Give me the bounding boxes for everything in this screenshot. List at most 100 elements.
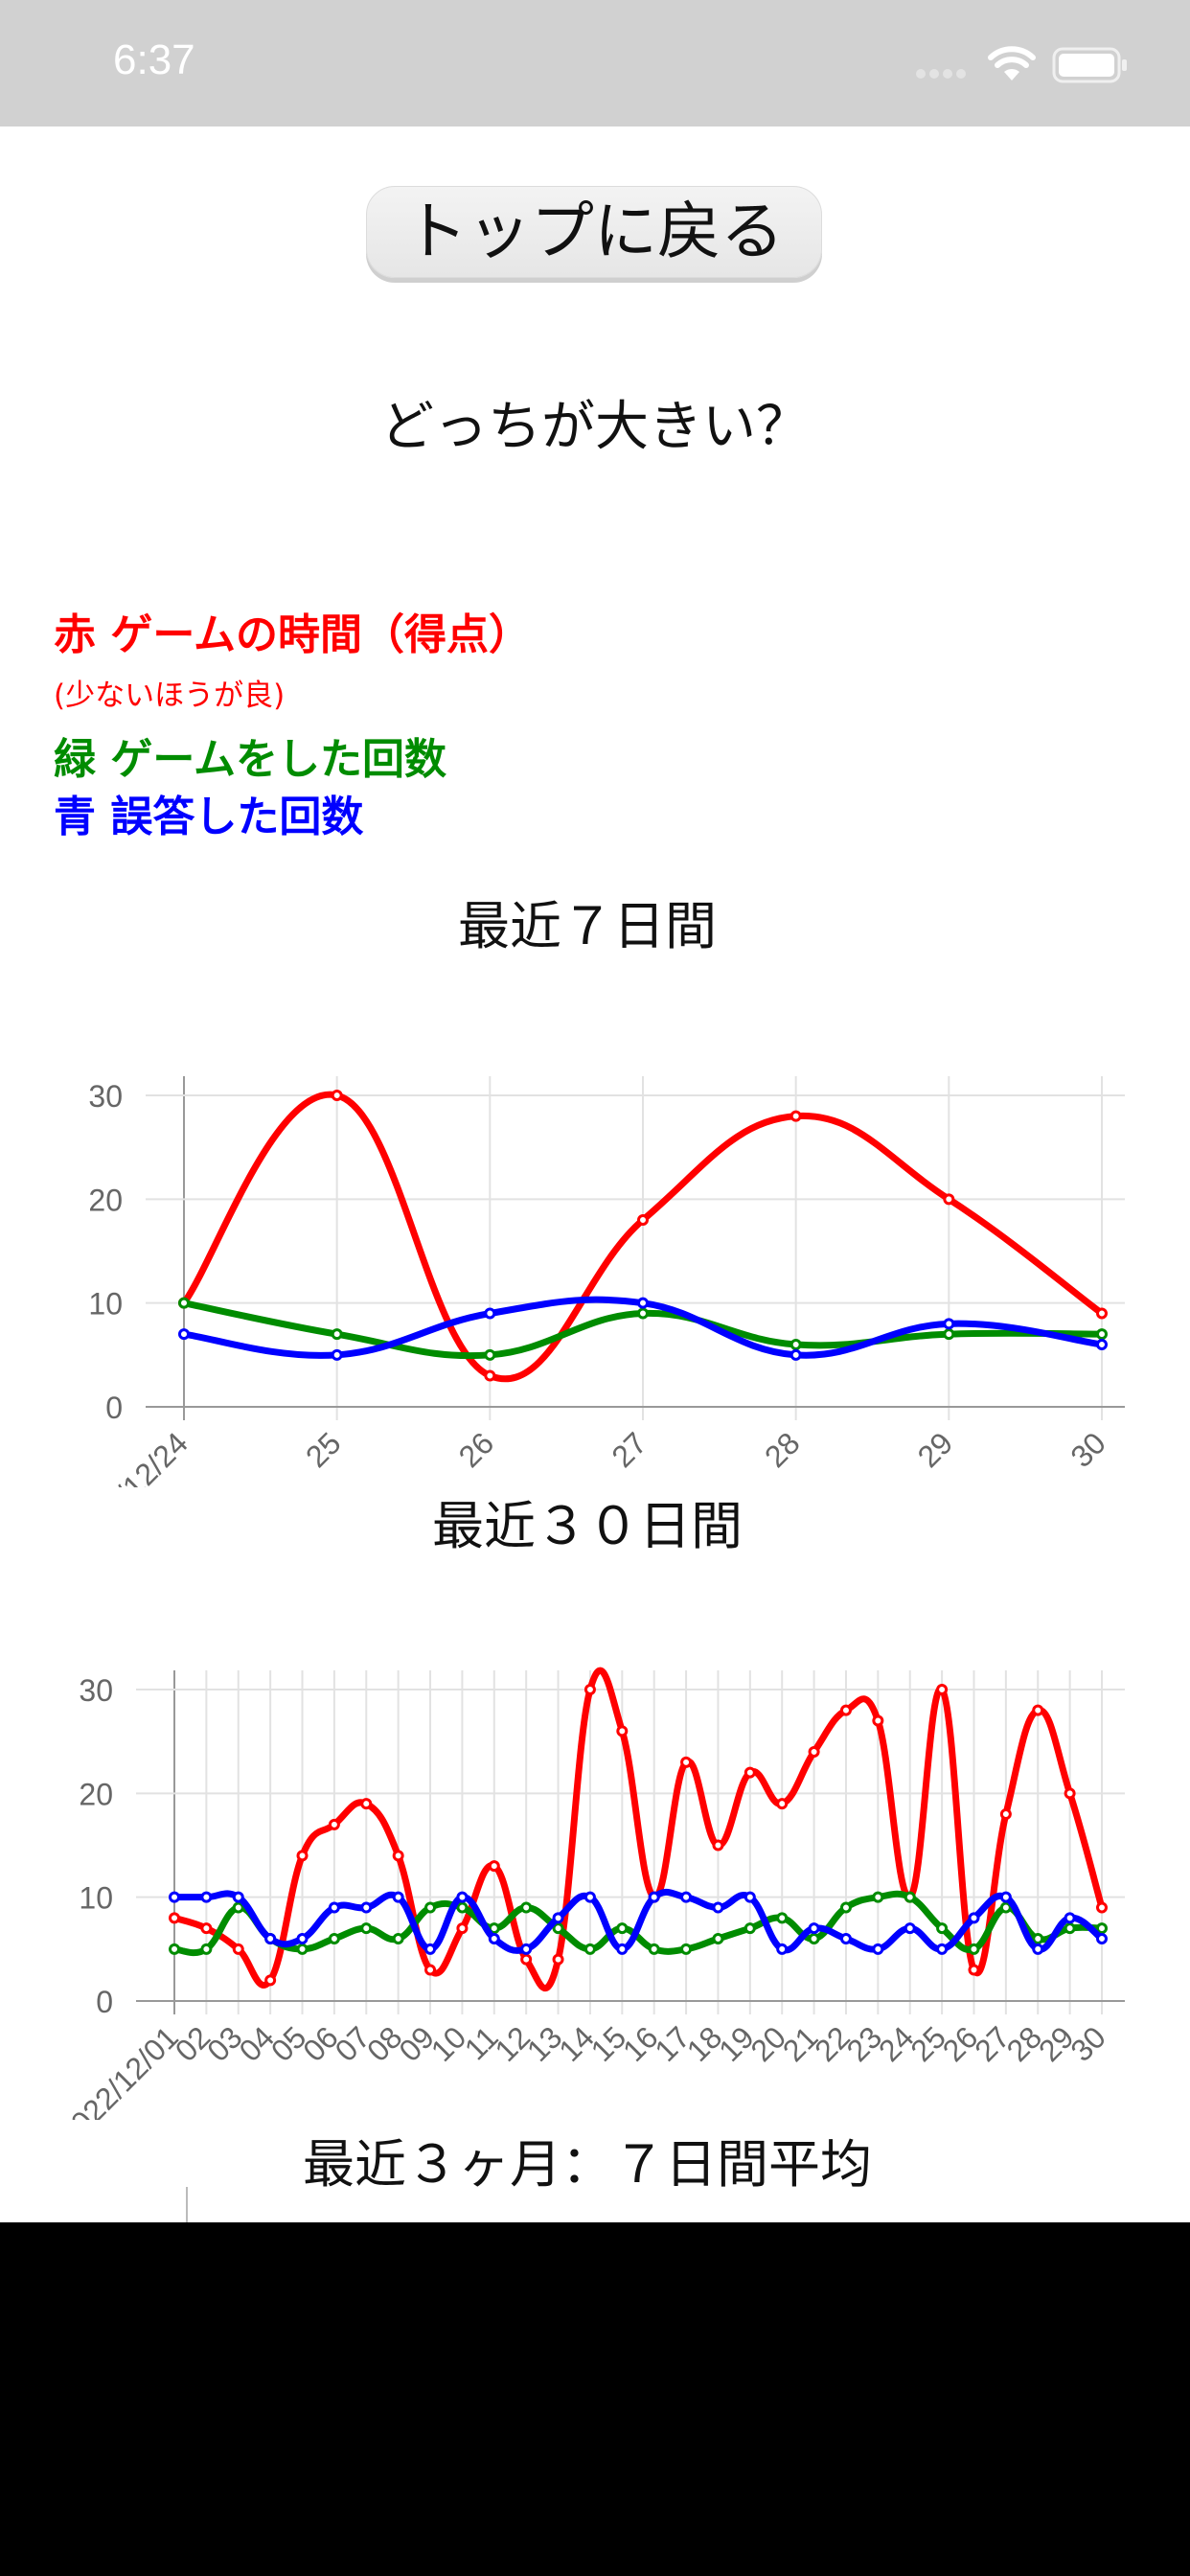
battery-icon bbox=[1052, 47, 1127, 83]
chart-30day-data-point bbox=[904, 1891, 916, 1903]
chart-30day-data-point bbox=[392, 1850, 404, 1862]
chart-30day-data-point bbox=[744, 1922, 756, 1935]
chart-30day-x-tick-label: 2022/12/01 bbox=[52, 2019, 185, 2120]
chart-7day-x-tick-label: 30 bbox=[1064, 1425, 1112, 1474]
chart-30day-data-point bbox=[232, 1943, 244, 1955]
legend-green-play-count: 緑 ゲームをした回数 bbox=[54, 735, 446, 784]
chart-7day-data-point bbox=[637, 1214, 649, 1226]
chart-30day-data-point bbox=[360, 1922, 373, 1935]
chart-30day-data-point bbox=[839, 1704, 852, 1716]
chart-30day-data-point bbox=[392, 1933, 404, 1944]
chart-30day-data-point bbox=[1032, 1933, 1044, 1944]
chart-30day-data-point bbox=[328, 1933, 340, 1944]
chart-7day-x-tick-label: 26 bbox=[452, 1425, 501, 1474]
chart-30day-data-point bbox=[520, 1943, 533, 1955]
legend-red-note: (少ないほうが良) bbox=[54, 678, 286, 713]
cellular-signal-icon bbox=[916, 69, 966, 79]
legend-red-game-time: 赤 ゲームの時間（得点） bbox=[54, 610, 531, 659]
chart-30day-data-point bbox=[360, 1798, 373, 1810]
chart-30day-data-point bbox=[424, 1964, 437, 1976]
chart-30day-data-point bbox=[999, 1891, 1012, 1903]
chart-7day-data-point bbox=[790, 1110, 802, 1122]
chart-7day-x-tick-label: 2022/12/24 bbox=[61, 1425, 195, 1487]
chart-30day-data-point bbox=[904, 1922, 916, 1935]
chart-7day-data-point bbox=[637, 1297, 649, 1309]
chart-7day-data-point bbox=[1096, 1339, 1108, 1350]
chart-30day-title: 最近３０日間 bbox=[432, 1496, 743, 1556]
chart-30day-data-point bbox=[616, 1922, 629, 1935]
chart-30day-data-point bbox=[712, 1933, 724, 1944]
chart-30day-data-point bbox=[1032, 1943, 1044, 1955]
chart-7day-data-point bbox=[484, 1348, 496, 1361]
chart-30day-data-point bbox=[456, 1891, 469, 1903]
chart-30day-data-point bbox=[424, 1943, 437, 1955]
chart-7day-data-point bbox=[790, 1348, 802, 1361]
chart-30day-data-point bbox=[936, 1684, 949, 1695]
chart-30day-data-point bbox=[200, 1891, 213, 1903]
chart-30day-data-point bbox=[968, 1964, 980, 1976]
chart-30day-data-point bbox=[232, 1901, 244, 1914]
chart-30day-data-point bbox=[968, 1912, 980, 1924]
chart-7day-x-tick-label: 29 bbox=[911, 1425, 960, 1474]
chart-7day-y-tick-label: 10 bbox=[88, 1287, 123, 1322]
legend-blue-wrong-answers: 青 誤答した回数 bbox=[54, 793, 364, 841]
chart-30day-data-point bbox=[872, 1891, 884, 1903]
chart-30day-data-point bbox=[232, 1891, 244, 1903]
chart-30day-data-point bbox=[264, 1933, 277, 1944]
chart-7day-data-point bbox=[331, 1348, 343, 1361]
chart-30day-data-point bbox=[584, 1891, 596, 1903]
chart-30day-data-point bbox=[456, 1922, 469, 1935]
chart-30day-x-tick-label: 30 bbox=[1064, 2019, 1112, 2068]
chart-30day-data-point bbox=[392, 1891, 404, 1903]
chart-30day-data-point bbox=[169, 1891, 180, 1903]
chart-30day-data-point bbox=[776, 1798, 789, 1810]
chart-30day-data-point bbox=[296, 1850, 309, 1862]
chart-30day-data-point bbox=[648, 1943, 660, 1955]
chart-30day-data-point bbox=[776, 1943, 789, 1955]
chart-30day-data-point bbox=[456, 1901, 469, 1914]
chart-3month-title: 最近３ヶ月：７日間平均 bbox=[303, 2134, 872, 2195]
chart-30day-data-point bbox=[1096, 1922, 1108, 1935]
chart-30day-data-point bbox=[1064, 1922, 1076, 1935]
chart-7day-data-point bbox=[943, 1318, 955, 1330]
chart-30day-data-point bbox=[712, 1839, 724, 1852]
app-content: トップに戻る どっちが大きい？ 赤 ゲームの時間（得点） (少ないほうが良) 緑… bbox=[0, 126, 1190, 2222]
wifi-icon bbox=[988, 46, 1036, 80]
chart-30day-data-point bbox=[680, 1891, 693, 1903]
chart-30day-data-point bbox=[488, 1933, 500, 1944]
chart-7day-title: 最近７日間 bbox=[458, 896, 717, 956]
game-title: どっちが大きい？ bbox=[380, 396, 810, 458]
chart-30day-data-point bbox=[712, 1901, 724, 1914]
chart-7day-data-point bbox=[637, 1307, 649, 1320]
chart-7day-data-point bbox=[331, 1090, 343, 1101]
chart-3month-axis bbox=[186, 2187, 188, 2222]
chart-30day-data-point bbox=[520, 1953, 533, 1966]
chart-30day-data-point bbox=[999, 1808, 1012, 1820]
chart-7day-data-point bbox=[943, 1328, 955, 1341]
chart-7day-y-tick-label: 20 bbox=[88, 1183, 123, 1217]
chart-30day-data-point bbox=[808, 1933, 820, 1944]
chart-7day-y-tick-label: 0 bbox=[105, 1391, 123, 1425]
chart-30day-data-point bbox=[552, 1922, 564, 1935]
chart-30day-data-point bbox=[552, 1953, 564, 1966]
chart-30day-y-tick-label: 0 bbox=[96, 1985, 113, 2019]
chart-7day-data-point bbox=[484, 1369, 496, 1382]
chart-7day-x-tick-label: 28 bbox=[758, 1425, 807, 1474]
chart-7day-data-point bbox=[1096, 1307, 1108, 1320]
chart-7day-x-tick-label: 27 bbox=[605, 1425, 653, 1474]
chart-30day-data-point bbox=[264, 1974, 277, 1987]
chart-7day-y-tick-label: 30 bbox=[88, 1079, 123, 1114]
chart-30day-data-point bbox=[1032, 1704, 1044, 1716]
status-time: 6:37 bbox=[113, 36, 195, 83]
chart-30day-data-point bbox=[968, 1943, 980, 1955]
chart-30day-data-point bbox=[169, 1943, 180, 1955]
back-to-top-button[interactable]: トップに戻る bbox=[366, 186, 822, 278]
chart-7day-data-point bbox=[790, 1339, 802, 1350]
chart-30day-data-point bbox=[648, 1891, 660, 1903]
chart-30day-data-point bbox=[839, 1901, 852, 1914]
chart-30day-data-point bbox=[616, 1725, 629, 1737]
chart-7day-data-point bbox=[484, 1307, 496, 1320]
chart-30day-data-point bbox=[296, 1943, 309, 1955]
chart-30day: 2022/12/01020304050607080910111213141516… bbox=[52, 1667, 1125, 2120]
chart-7day-data-point bbox=[178, 1297, 190, 1309]
